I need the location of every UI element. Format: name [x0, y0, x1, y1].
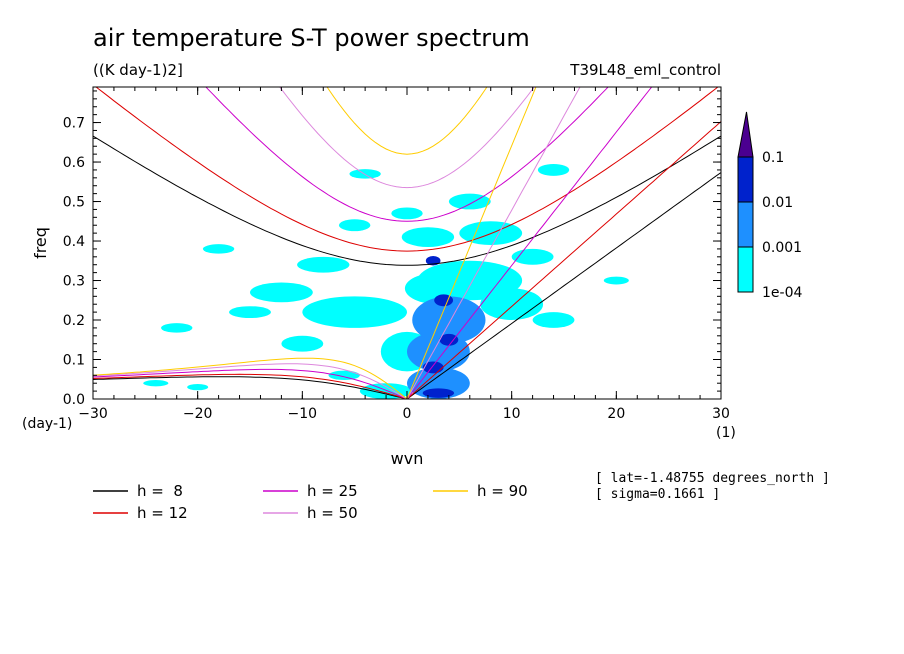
rossby-wave-curve	[93, 357, 408, 399]
contour-blob	[407, 367, 470, 399]
contour-blob	[250, 282, 313, 303]
contour-blob	[302, 296, 407, 328]
colorbar-label: 0.01	[762, 195, 793, 211]
y-tick-label: 0.7	[63, 116, 85, 132]
contour-blob	[401, 227, 455, 247]
contour-blob	[434, 294, 454, 307]
legend: h = 8 h = 12 h = 25 h = 50 h = 90	[93, 482, 528, 522]
info-sigma: [ sigma=0.1661 ]	[595, 487, 720, 502]
contour-blob	[297, 256, 350, 273]
kelvin-wave-curve	[406, 87, 653, 399]
contour-fill-layer	[143, 164, 629, 399]
colorbar-segment	[737, 246, 754, 293]
x-axis-label: wvn	[391, 449, 424, 468]
y-axis-label: freq	[31, 227, 50, 259]
dispersion-curves-layer	[93, 87, 721, 399]
y-tick-label: 0.1	[63, 353, 85, 369]
rossby-wave-curve	[93, 376, 408, 399]
contour-blob	[448, 193, 491, 210]
y-tick-label: 0.2	[63, 313, 85, 329]
inertia-gravity-curve	[279, 87, 535, 189]
inertia-gravity-curve	[326, 87, 488, 155]
contour-blob	[229, 306, 271, 319]
y-tick-label: 0.3	[63, 274, 85, 290]
y-tick-label: 0.0	[63, 392, 85, 408]
kelvin-wave-curve	[406, 87, 581, 399]
contour-blob	[359, 383, 413, 399]
legend-label: h = 90	[477, 482, 528, 500]
legend-label: h = 12	[137, 504, 188, 522]
plot-area	[93, 87, 721, 399]
chart-title: air temperature S-T power spectrum	[93, 24, 530, 52]
contour-blob	[143, 380, 169, 387]
contour-blob	[422, 361, 444, 374]
x-tick-label: −10	[288, 406, 318, 422]
legend-label: h = 8	[137, 482, 183, 500]
y-tick-label: 0.4	[63, 234, 85, 250]
legend-label: h = 50	[307, 504, 358, 522]
colorbar-extend-triangle	[737, 111, 754, 158]
contour-blob	[187, 383, 209, 391]
rossby-wave-curve	[93, 373, 408, 399]
kelvin-wave-curve	[406, 87, 537, 399]
x-tick-label: 10	[503, 406, 521, 422]
contour-blob	[349, 169, 381, 179]
rossby-wave-curve	[93, 368, 408, 399]
colorbar: 1e-04 0.001 0.01 0.1	[737, 111, 802, 301]
x-tick-label: 30	[712, 406, 730, 422]
contour-blob	[161, 323, 193, 333]
contour-blob	[422, 388, 455, 398]
contour-blob	[328, 370, 360, 381]
y-tick-label: 0.5	[63, 195, 85, 211]
colorbar-segment	[737, 156, 754, 203]
chart-units: ((K day-1)2]	[93, 61, 183, 79]
legend-label: h = 25	[307, 482, 358, 500]
colorbar-label: 0.001	[762, 240, 802, 256]
contour-blob	[281, 335, 324, 352]
contour-blob	[532, 312, 575, 328]
contour-blob	[202, 244, 235, 254]
x-axis-units: (1)	[716, 425, 736, 441]
x-axis: −30 −20 −10 0 10 20 30	[78, 87, 730, 422]
kelvin-wave-curve	[406, 121, 721, 399]
y-axis: 0.0 0.1 0.2 0.3 0.4 0.5 0.6 0.7	[63, 90, 721, 408]
colorbar-label: 0.1	[762, 150, 784, 166]
inertia-gravity-curve	[93, 135, 721, 266]
inertia-gravity-curve	[205, 87, 609, 222]
contour-blob	[338, 219, 371, 232]
contour-blob	[603, 276, 629, 285]
x-tick-label: 20	[607, 406, 625, 422]
y-tick-label: 0.6	[63, 155, 85, 171]
x-tick-label: −20	[183, 406, 213, 422]
inertia-gravity-curve	[95, 87, 719, 252]
info-latitude: [ lat=-1.48755 degrees_north ]	[595, 471, 830, 486]
y-axis-units: (day-1)	[22, 416, 72, 432]
kelvin-wave-curve	[406, 172, 721, 399]
contour-blob	[412, 296, 486, 344]
colorbar-segment	[737, 201, 754, 248]
contour-blob	[439, 333, 459, 346]
x-tick-label: −30	[78, 406, 108, 422]
contour-blob	[537, 164, 570, 176]
colorbar-label: 1e-04	[762, 285, 802, 301]
run-label: T39L48_eml_control	[569, 61, 721, 80]
x-tick-label: 0	[403, 406, 412, 422]
rossby-wave-curve	[93, 363, 408, 399]
contour-blob	[417, 260, 523, 301]
contour-blob	[391, 207, 423, 220]
